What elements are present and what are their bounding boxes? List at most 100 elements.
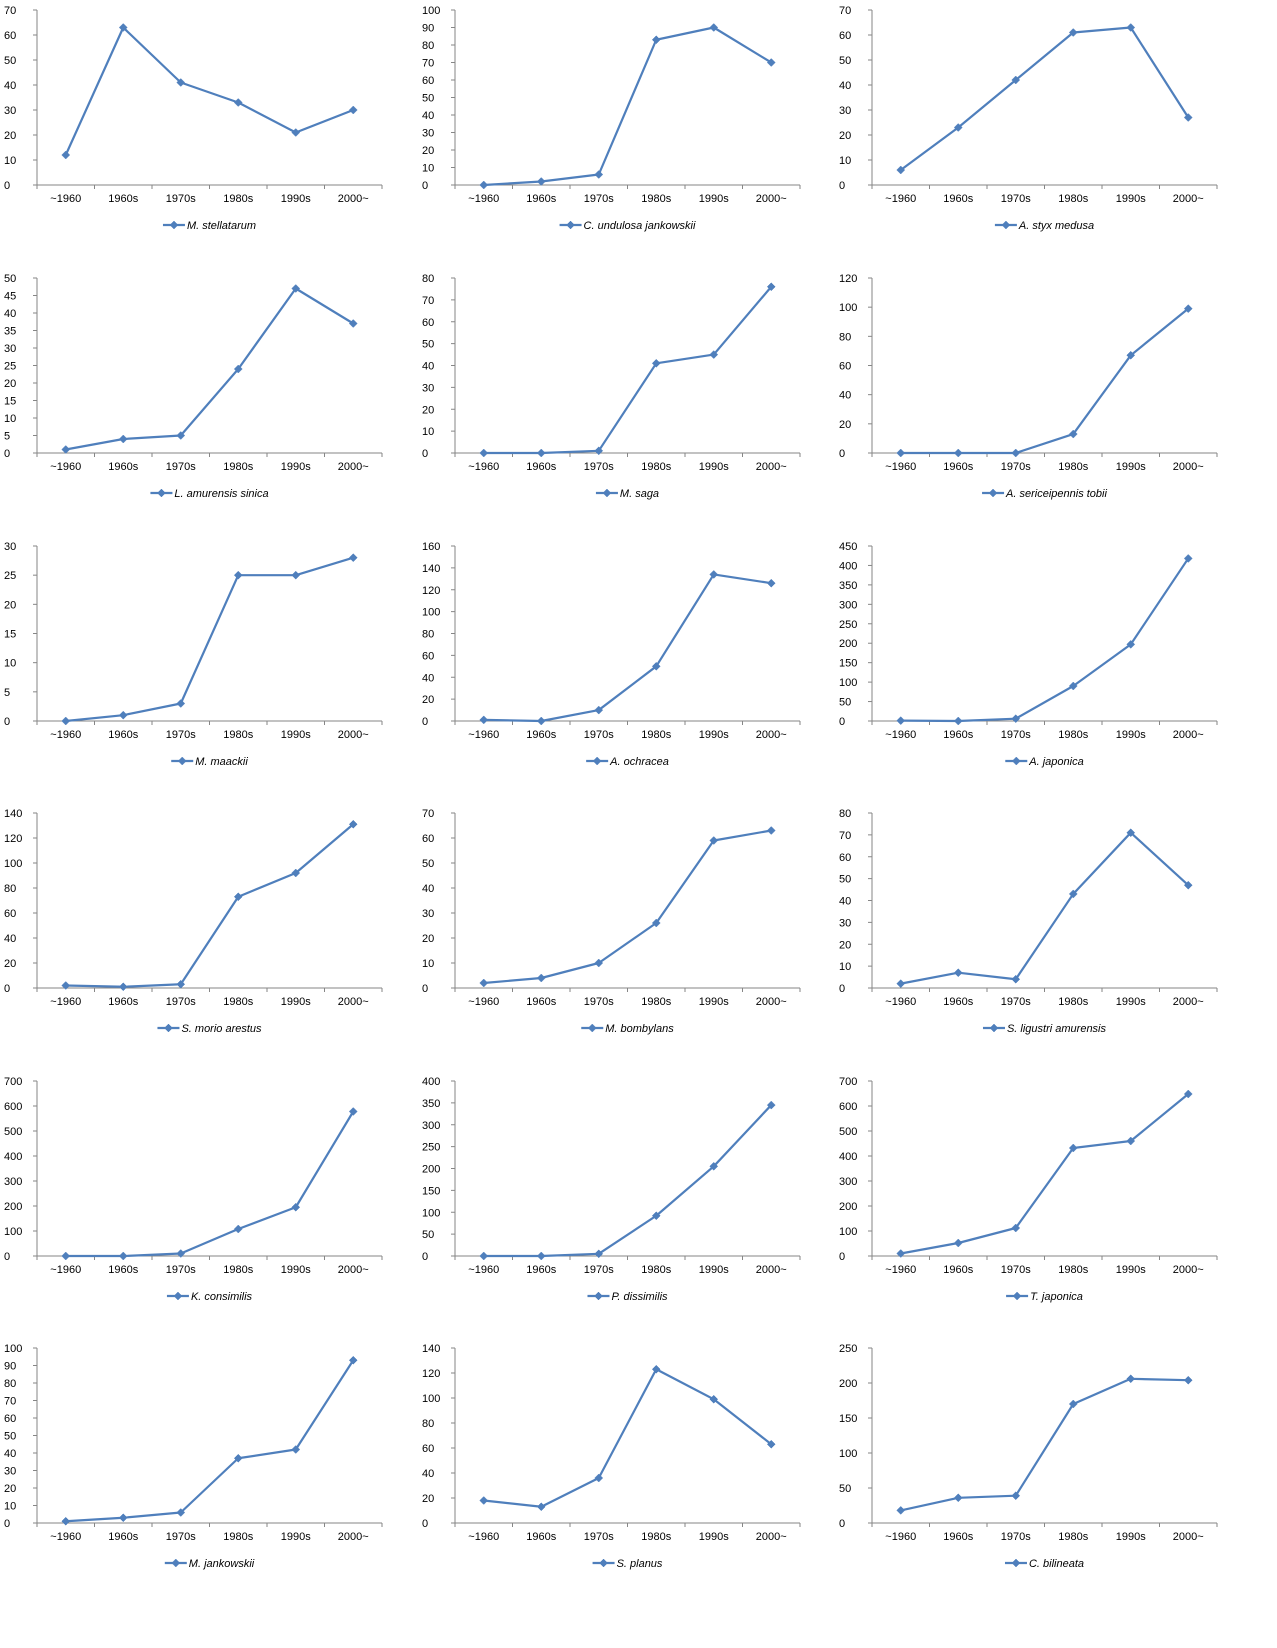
data-point: [1068, 1143, 1078, 1153]
y-tick-label: 40: [422, 361, 434, 373]
series-line: [483, 573, 772, 723]
chart-panel: 0 10 20 30 40 50 60 70 80 90 100 ~1960 1960s 1970s 198…: [418, 0, 843, 275]
x-tick-label: ~1960: [50, 461, 81, 473]
y-tick-label: 40: [839, 896, 851, 908]
y-tick-label: 70: [422, 295, 434, 307]
data-point: [233, 1453, 243, 1463]
y-tick-label: 10: [422, 426, 434, 438]
data-point: [233, 892, 243, 902]
data-point: [953, 123, 963, 132]
data-point: [1183, 880, 1193, 890]
x-tick-label: 1980s: [641, 729, 671, 741]
x-tick-label: 1980s: [223, 996, 253, 1008]
y-tick-label: 200: [839, 1201, 857, 1213]
y-tick-label: 15: [4, 396, 16, 408]
x-tick-label: 1970s: [1001, 1264, 1031, 1276]
data-point: [1126, 828, 1136, 838]
y-tick-label: 80: [422, 1418, 434, 1430]
legend: M. bombylans: [581, 1023, 674, 1035]
y-tick-label: 0: [422, 180, 428, 192]
line-chart: 0 20 40 60 80 100 120 140 ~1960 1960s 1970s 1980s 19…: [4, 808, 383, 1035]
x-tick-label: ~1960: [468, 1531, 499, 1543]
legend-marker: [1012, 1291, 1022, 1301]
legend-marker: [566, 220, 575, 230]
y-tick-label: 140: [422, 1343, 440, 1355]
y-tick-label: 0: [422, 1518, 428, 1530]
x-tick-label: 1970s: [166, 729, 196, 741]
y-tick-label: 50: [4, 55, 16, 67]
data-point: [651, 1211, 661, 1221]
line-chart: 0 10 20 30 40 50 60 70 80 ~1960 1960s 1970s 1980s 199…: [839, 808, 1218, 1035]
x-tick-label: 1990s: [281, 1264, 311, 1276]
data-point: [1011, 1223, 1021, 1233]
y-tick-label: 60: [839, 361, 851, 373]
y-tick-label: 70: [422, 58, 434, 70]
y-tick-label: 400: [4, 1151, 22, 1163]
y-tick-label: 50: [4, 273, 16, 285]
y-tick-label: 70: [839, 5, 851, 17]
x-tick-label: 1990s: [699, 1531, 729, 1543]
y-tick-label: 10: [4, 1501, 16, 1513]
x-tick-label: 1980s: [641, 996, 671, 1008]
chart-panel: 0 10 20 30 40 50 60 70 ~1960 1960s 1970s 1980s 1990s…: [835, 0, 1260, 275]
x-tick-label: 2000~: [1173, 193, 1204, 205]
series-line: [900, 1377, 1189, 1512]
x-tick-label: 1960s: [526, 996, 556, 1008]
legend-marker: [988, 488, 998, 498]
x-tick-label: 1990s: [699, 996, 729, 1008]
legend: L. amurensis sinica: [150, 488, 269, 500]
data-point: [953, 968, 963, 978]
data-point: [291, 1445, 301, 1454]
y-tick-label: 20: [422, 1493, 434, 1505]
legend-marker: [171, 1558, 181, 1568]
legend-label: A. sericeipennis tobii: [1005, 488, 1107, 500]
data-point: [1011, 714, 1021, 724]
legend-marker: [1001, 220, 1011, 230]
data-point: [709, 23, 719, 32]
y-tick-label: 0: [422, 716, 428, 728]
y-tick-label: 40: [422, 110, 434, 122]
y-tick-label: 120: [839, 273, 857, 285]
x-tick-label: 1990s: [699, 729, 729, 741]
data-point: [348, 1355, 358, 1365]
y-tick-label: 30: [422, 128, 434, 140]
legend-marker: [599, 1558, 608, 1568]
data-point: [766, 826, 776, 835]
x-tick-label: 1980s: [223, 729, 253, 741]
line-chart: 0 50 100 150 200 250 300 350 400 450 ~1960 1960s 197…: [839, 541, 1218, 768]
chart-panel: 0 50 100 150 200 250 ~1960 1960s 1970s 1980s 1990s…: [835, 1338, 1260, 1613]
y-tick-label: 70: [4, 5, 16, 17]
data-point: [766, 1100, 776, 1110]
series-line: [900, 1093, 1189, 1255]
data-point: [594, 1473, 604, 1483]
data-point: [348, 1107, 358, 1116]
x-tick-label: 1990s: [699, 193, 729, 205]
line-chart: 0 10 20 30 40 50 60 70 80 90 100 ~1960 1960s 1970s 198…: [4, 1343, 383, 1570]
legend: K. consimilis: [166, 1291, 253, 1303]
legend-label: A. styx medusa: [1018, 220, 1094, 232]
data-point: [61, 981, 71, 990]
legend-label: A. ochracea: [609, 756, 669, 768]
chart-panel: 0 10 20 30 40 50 60 70 80 ~1960 1960s 1970s 1980s 199…: [418, 268, 843, 543]
y-tick-label: 20: [839, 130, 851, 142]
data-point: [1011, 974, 1021, 984]
x-tick-label: 1970s: [166, 1264, 196, 1276]
y-tick-label: 400: [422, 1076, 440, 1088]
x-tick-label: 1970s: [584, 729, 614, 741]
line-chart: 0 100 200 300 400 500 600 700 ~1960 1960s 1970s 198…: [839, 1076, 1218, 1303]
y-tick-label: 40: [4, 80, 16, 92]
y-tick-label: 50: [422, 1229, 434, 1241]
data-point: [536, 177, 546, 186]
line-chart: 0 10 20 30 40 50 60 70 ~1960 1960s 1970s 1980s 1990s…: [4, 5, 383, 232]
data-point: [176, 78, 186, 87]
y-tick-label: 100: [4, 1343, 22, 1355]
data-point: [479, 1251, 489, 1261]
data-point: [1126, 1136, 1136, 1146]
legend-label: T. japonica: [1030, 1291, 1083, 1303]
data-point: [1126, 640, 1136, 649]
legend: P. dissimilis: [587, 1291, 668, 1303]
series-line: [64, 26, 354, 156]
y-tick-label: 300: [4, 1176, 22, 1188]
series-line: [65, 1359, 355, 1523]
y-tick-label: 300: [422, 1120, 440, 1132]
